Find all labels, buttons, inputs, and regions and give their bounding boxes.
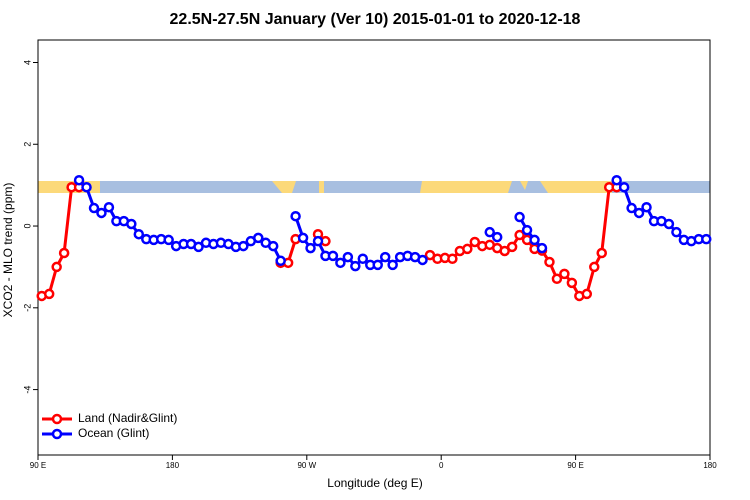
data-point	[536, 242, 548, 254]
data-point	[133, 228, 145, 240]
legend-label: Ocean (Glint)	[78, 426, 149, 440]
x-tick-label: 0	[439, 461, 444, 470]
data-point	[357, 253, 369, 264]
data-point	[514, 211, 525, 223]
plot-frame	[37, 39, 711, 456]
data-point	[484, 226, 495, 238]
data-point	[290, 210, 301, 222]
data-point	[611, 174, 622, 186]
data-point	[447, 253, 458, 264]
x-tick-label: 180	[703, 461, 717, 470]
data-point	[81, 181, 92, 193]
data-point	[633, 207, 645, 219]
y-tick-label: -4	[22, 386, 32, 394]
data-point	[491, 231, 503, 243]
data-point	[58, 247, 70, 259]
data-point	[238, 240, 249, 252]
data-point	[88, 202, 100, 214]
data-point	[327, 250, 339, 262]
data-point	[275, 255, 286, 267]
legend-label: Land (Nadir&Glint)	[78, 411, 177, 425]
x-tick-label: 90 E	[30, 461, 46, 470]
x-axis-label: Longitude (deg E)	[327, 476, 422, 490]
data-point	[193, 241, 204, 253]
data-point	[342, 251, 354, 263]
x-tick-label: 90 E	[567, 461, 583, 470]
x-tick-label: 180	[166, 461, 180, 470]
data-point	[96, 207, 107, 219]
data-point	[551, 273, 563, 285]
data-point	[379, 251, 391, 263]
data-point	[462, 243, 473, 255]
y-tick-label: 2	[22, 142, 32, 147]
data-point	[387, 259, 398, 271]
data-point	[417, 254, 428, 266]
data-point	[499, 245, 510, 257]
data-point	[253, 232, 264, 244]
data-point	[43, 288, 55, 300]
data-point	[312, 235, 324, 247]
data-point	[663, 218, 675, 230]
data-point	[596, 247, 607, 259]
y-tick-label: 4	[22, 60, 32, 65]
data-point	[506, 241, 518, 253]
y-tick-label: 0	[22, 224, 32, 229]
data-point	[641, 201, 652, 213]
data-point	[372, 259, 383, 271]
data-point	[529, 234, 540, 246]
data-point	[618, 181, 630, 193]
data-point	[126, 218, 137, 230]
y-axis-label: XCO2 - MLO trend (ppm)	[1, 183, 15, 318]
data-point	[626, 202, 637, 214]
data-point	[589, 261, 600, 273]
data-point	[701, 233, 712, 245]
data-point	[581, 288, 593, 300]
data-point	[559, 268, 570, 280]
x-tick-label: 90 W	[297, 461, 316, 470]
data-point	[521, 224, 533, 236]
series-line	[78, 179, 707, 269]
data-point	[51, 261, 62, 273]
data-point	[103, 201, 115, 213]
data-point	[671, 226, 682, 238]
y-tick-label: -2	[22, 304, 32, 312]
data-point	[297, 232, 309, 244]
data-point	[350, 260, 361, 272]
data-point	[73, 174, 85, 186]
land-mask-band	[38, 181, 710, 193]
legend-marker	[51, 413, 63, 425]
data-point	[305, 242, 316, 254]
data-point	[514, 229, 525, 241]
data-point	[335, 257, 346, 269]
data-point	[469, 236, 481, 248]
legend-marker	[51, 428, 63, 440]
data-point	[544, 256, 555, 268]
data-point	[267, 240, 279, 252]
data-point	[566, 277, 578, 289]
data-point	[163, 234, 174, 246]
chart-title: 22.5N-27.5N January (Ver 10) 2015-01-01 …	[170, 11, 581, 28]
